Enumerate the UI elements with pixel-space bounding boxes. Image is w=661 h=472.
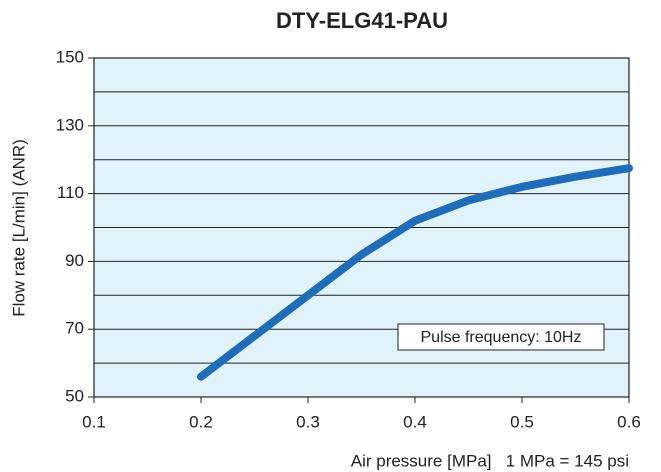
x-tick-label: 0.4: [403, 412, 427, 431]
x-tick-label: 0.5: [510, 412, 534, 431]
annotation-box: [397, 323, 605, 351]
data-line: [197, 164, 633, 381]
y-tick-label: 110: [57, 183, 84, 202]
plot-border: [93, 57, 630, 398]
y-tick-label: 70: [65, 319, 84, 338]
x-tick-label: 0.3: [296, 412, 320, 431]
chart-title: DTY-ELG41-PAU: [276, 8, 448, 33]
x-tick-label: 0.6: [617, 412, 641, 431]
x-tick-label: 0.1: [82, 412, 106, 431]
y-tick-label: 150: [56, 47, 84, 66]
y-tick-label: 50: [65, 386, 84, 405]
x-axis-label: Air pressure [MPa] 1 MPa = 145 psi: [351, 451, 629, 470]
annotation: Pulse frequency: 10Hz: [421, 329, 582, 346]
y-axis-label: Flow rate [L/min] (ANR): [9, 139, 28, 317]
x-tick-label: 0.2: [189, 412, 213, 431]
y-tick-label: 90: [65, 251, 84, 270]
y-tick-label: 130: [56, 115, 84, 134]
